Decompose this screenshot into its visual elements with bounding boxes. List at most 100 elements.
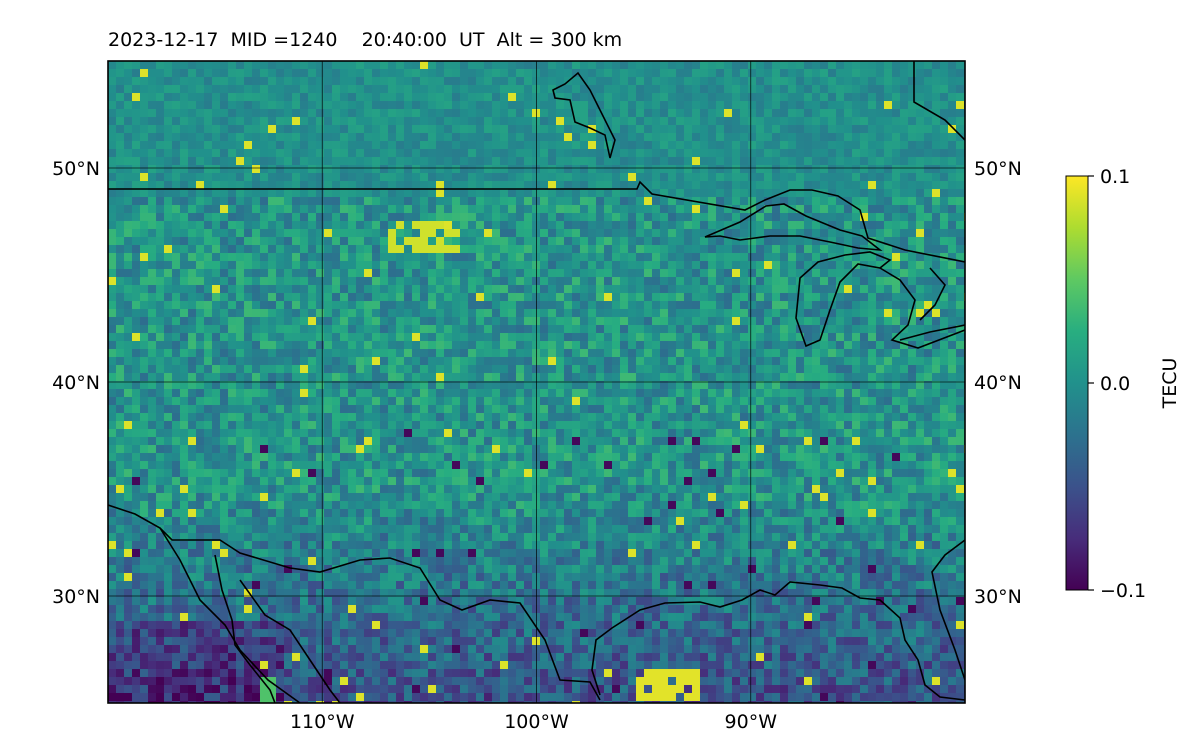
heatmap-cell	[244, 429, 253, 438]
heatmap-cell	[140, 253, 149, 262]
heatmap-cell	[204, 173, 213, 182]
heatmap-cell	[196, 381, 205, 390]
heatmap-cell	[332, 325, 341, 334]
heatmap-cell	[324, 269, 333, 278]
heatmap-cell	[196, 229, 205, 238]
heatmap-cell	[308, 245, 317, 254]
heatmap-cell	[156, 173, 165, 182]
heatmap-cell	[324, 69, 333, 78]
heatmap-cell	[708, 221, 717, 230]
heatmap-cell	[524, 341, 533, 350]
heatmap-cell	[124, 389, 133, 398]
heatmap-cell	[244, 205, 253, 214]
heatmap-cell	[276, 93, 285, 102]
heatmap-cell	[412, 117, 421, 126]
heatmap-cell	[180, 277, 189, 286]
heatmap-cell	[740, 277, 749, 286]
heatmap-cell	[412, 213, 421, 222]
heatmap-cell	[180, 357, 189, 366]
heatmap-cell	[548, 93, 557, 102]
heatmap-cell	[612, 85, 621, 94]
heatmap-cell	[740, 413, 749, 422]
heatmap-cell	[548, 189, 557, 198]
heatmap-cell	[748, 285, 757, 294]
heatmap-cell	[612, 221, 621, 230]
heatmap-cell	[268, 109, 277, 118]
heatmap-cell	[356, 261, 365, 270]
heatmap-cell	[324, 125, 333, 134]
heatmap-cell	[652, 205, 661, 214]
heatmap-cell	[876, 181, 885, 190]
heatmap-cell	[780, 205, 789, 214]
heatmap-cell	[412, 357, 421, 366]
heatmap-cell	[284, 261, 293, 270]
heatmap-cell	[252, 229, 261, 238]
heatmap-cell	[940, 405, 949, 414]
heatmap-cell	[140, 261, 149, 270]
heatmap-cell	[164, 125, 173, 134]
heatmap-cell	[652, 293, 661, 302]
heatmap-cell	[884, 421, 893, 430]
heatmap-cell	[524, 197, 533, 206]
heatmap-cell	[556, 389, 565, 398]
heatmap-cell	[852, 357, 861, 366]
heatmap-cell	[452, 221, 461, 230]
heatmap-cell	[860, 237, 869, 246]
heatmap-cell	[940, 125, 949, 134]
heatmap-cell	[372, 349, 381, 358]
heatmap-cell	[156, 61, 165, 70]
heatmap-cell	[812, 133, 821, 142]
heatmap-cell	[716, 149, 725, 158]
heatmap-cell	[428, 341, 437, 350]
heatmap-cell	[684, 77, 693, 86]
heatmap-cell	[516, 373, 525, 382]
heatmap-cell	[420, 173, 429, 182]
heatmap-cell	[292, 429, 301, 438]
heatmap-cell	[908, 365, 917, 374]
heatmap-cell	[228, 245, 237, 254]
heatmap-cell	[508, 405, 517, 414]
heatmap-cell	[500, 253, 509, 262]
heatmap-cell	[860, 173, 869, 182]
heatmap-cell	[540, 61, 549, 70]
heatmap-cell	[812, 277, 821, 286]
heatmap-cell	[628, 293, 637, 302]
heatmap-cell	[652, 101, 661, 110]
heatmap-cell	[596, 181, 605, 190]
heatmap-cell	[148, 293, 157, 302]
heatmap-cell	[948, 181, 957, 190]
heatmap-cell	[164, 261, 173, 270]
heatmap-cell	[380, 133, 389, 142]
heatmap-cell	[236, 125, 245, 134]
heatmap-cell	[524, 317, 533, 326]
heatmap-cell	[228, 309, 237, 318]
heatmap-cell	[716, 381, 725, 390]
heatmap-cell	[708, 101, 717, 110]
heatmap-cell	[396, 69, 405, 78]
heatmap-cell	[860, 341, 869, 350]
heatmap-cell	[396, 77, 405, 86]
heatmap-cell	[716, 125, 725, 134]
heatmap-cell	[444, 389, 453, 398]
heatmap-cell	[524, 85, 533, 94]
heatmap-cell	[140, 269, 149, 278]
heatmap-cell	[132, 405, 141, 414]
heatmap-cell	[628, 357, 637, 366]
heatmap-cell	[868, 117, 877, 126]
heatmap-cell	[340, 405, 349, 414]
heatmap-cell	[260, 285, 269, 294]
heatmap-cell	[452, 109, 461, 118]
heatmap-cell	[300, 405, 309, 414]
heatmap-cell	[260, 173, 269, 182]
heatmap-cell	[740, 133, 749, 142]
heatmap-cell	[700, 133, 709, 142]
heatmap-cell	[428, 173, 437, 182]
heatmap-cell	[836, 397, 845, 406]
heatmap-cell	[716, 77, 725, 86]
heatmap-cell	[380, 197, 389, 206]
heatmap-cell	[900, 189, 909, 198]
heatmap-cell	[692, 165, 701, 174]
heatmap-cell	[716, 189, 725, 198]
heatmap-cell	[956, 325, 965, 334]
heatmap-cell	[476, 269, 485, 278]
